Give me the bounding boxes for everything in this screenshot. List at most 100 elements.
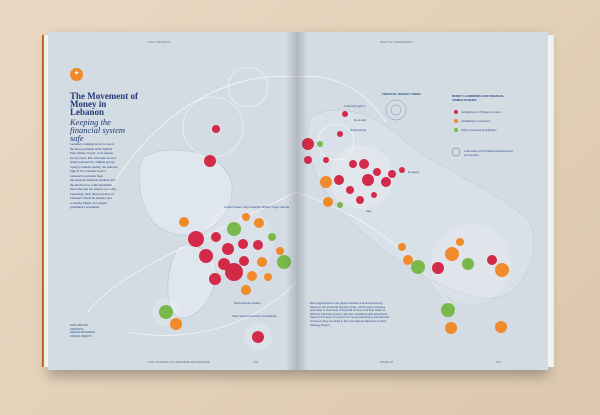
bubble-red — [212, 125, 220, 133]
left-page: THE PROJECT ✦ The Movement of Money in L… — [48, 32, 297, 370]
bubble-orange — [403, 255, 413, 265]
left-running-head: THE PROJECT — [148, 40, 172, 44]
bubble-red — [388, 170, 396, 178]
bubble-red — [188, 231, 204, 247]
bubble-red — [373, 168, 381, 176]
map-label-us-virgin: United States Virgin Islands — [224, 205, 261, 209]
legend-item-monitored: Other monitored jurisdictions — [461, 128, 497, 132]
bubble-red — [349, 160, 357, 168]
bubble-red — [359, 159, 369, 169]
bubble-red — [381, 177, 391, 187]
bubble-green — [268, 233, 276, 241]
map-label-netherlands: Netherlands — [350, 128, 367, 132]
legend-laundering-title: MONEY LAUNDERING AND FINANCIAL CRIMES RA… — [452, 94, 505, 102]
bubble-red — [304, 156, 312, 164]
continent-outline — [307, 109, 535, 299]
bubble-red — [362, 174, 374, 186]
bubble-halo — [329, 145, 393, 209]
credit-line: DESIGN RESEARCH — [70, 331, 96, 335]
orbit-ring — [385, 99, 407, 121]
bubble-red — [209, 273, 221, 285]
bubble-red — [323, 157, 329, 163]
credit-line: DATA WRITING — [70, 324, 89, 327]
bubble-red — [337, 131, 343, 137]
bubble-orange — [320, 176, 332, 188]
article-body: Lebanon's banking sector is one of the m… — [70, 142, 118, 209]
bubble-green — [411, 260, 425, 274]
right-issue: ISSUE 07 — [380, 360, 394, 364]
bubble-red — [211, 232, 221, 242]
bubble-orange — [276, 247, 284, 255]
bubble-red — [239, 256, 249, 266]
bubble-green — [441, 303, 455, 317]
bubble-orange — [495, 263, 509, 277]
credits: DATA WRITING GRAPHICS DESIGN RESEARCH DE… — [70, 324, 120, 338]
bubble-orange — [257, 257, 267, 267]
magazine-spread: THE PROJECT ✦ The Movement of Money in L… — [42, 32, 554, 370]
bubble-red — [252, 331, 264, 343]
legend-item-primary: Jurisdictions of Primary Concern — [461, 110, 502, 114]
connection-arc — [127, 281, 296, 336]
bubble-red — [346, 186, 354, 194]
bubble-orange — [264, 273, 272, 281]
bubble-red — [225, 263, 243, 281]
left-page-number: 106 — [253, 360, 259, 364]
map-label-saint-vincent: Saint Vincent and the Grenadines — [232, 314, 277, 318]
continent-outline — [138, 149, 233, 236]
bubble-orange — [445, 322, 457, 334]
bubble-green — [159, 305, 173, 319]
connection-arc — [87, 191, 296, 313]
bubble-red — [253, 240, 263, 250]
bubble-red — [399, 167, 405, 173]
article-title-block: The Movement of Money in Lebanon Keeping… — [70, 92, 140, 143]
legend-dot-primary — [454, 110, 458, 114]
footnote: Bars aggregated on the global markets of… — [310, 301, 389, 327]
bubble-orange — [445, 247, 459, 261]
legend-item-concern: Jurisdictions of Concern — [461, 119, 491, 123]
bubble-orange — [179, 217, 189, 227]
article-subtitle: Keeping the financial system safe — [70, 117, 126, 143]
bubble-orange — [247, 271, 257, 281]
bubble-map-left: United States Virgin Islands British Vir… — [87, 66, 296, 351]
logo-badge: ✦ — [70, 68, 83, 81]
right-running-head: WHAT'S HAPPENING — [380, 40, 413, 44]
bubble-red — [334, 175, 344, 185]
map-label-british-virgin: British Virgin Islands — [262, 205, 290, 209]
bubble-orange — [254, 218, 264, 228]
map-label-italy: Italy — [366, 209, 372, 213]
bubble-red — [204, 155, 216, 167]
bubble-red — [371, 192, 377, 198]
bubble-red — [432, 262, 444, 274]
orbit-ring — [227, 66, 269, 108]
bubble-orange — [495, 321, 507, 333]
bubble-green — [337, 202, 343, 208]
map-label-netherlands-antilles: Netherlands Antilles — [234, 301, 261, 305]
page-stack-right — [548, 35, 554, 367]
legend-ring-note — [451, 147, 461, 157]
connection-arc — [107, 75, 296, 193]
legend-dot-monitored — [454, 128, 458, 132]
map-label-hungary: Hungary — [408, 170, 420, 174]
right-page: WHAT'S HAPPENING — [296, 32, 548, 370]
bubble-orange — [242, 213, 250, 221]
bubble-orange — [170, 318, 182, 330]
credit-line: GRAPHICS — [70, 327, 84, 331]
credit-line: DESIGN CREDITS — [70, 334, 93, 338]
connection-arc — [296, 191, 457, 313]
bubble-red — [356, 196, 364, 204]
bubble-red — [487, 255, 497, 265]
connection-arc — [296, 75, 387, 123]
map-label-denmark: Denmark — [354, 118, 367, 122]
left-folio: THE JOURNAL OF LEBANESE ECONOMICS — [148, 360, 210, 364]
page-stack-left — [42, 35, 48, 367]
bubble-orange — [456, 238, 464, 246]
orbit-ring — [390, 104, 402, 116]
right-page-number: 107 — [496, 360, 502, 364]
map-label-uk: United Kingdom — [344, 104, 366, 108]
bubble-red — [238, 239, 248, 249]
legend-dot-concern — [454, 119, 458, 123]
legend-note: Total Value of the Market Attractiveness… — [464, 149, 513, 157]
bubble-red — [302, 138, 314, 150]
bubble-orange — [241, 285, 251, 295]
bubble-map-right: United Kingdom Denmark Netherlands Italy… — [296, 75, 535, 334]
